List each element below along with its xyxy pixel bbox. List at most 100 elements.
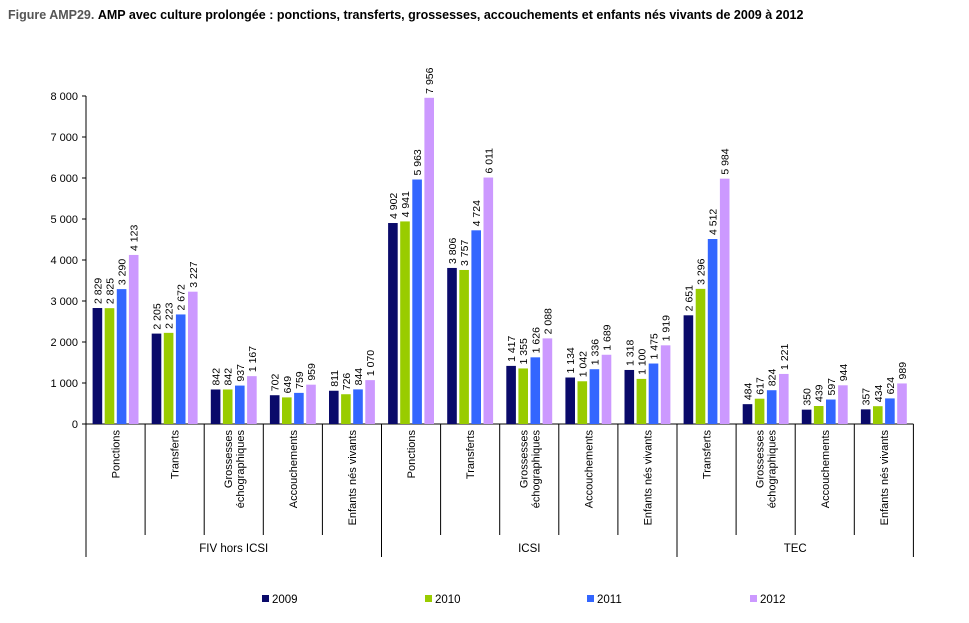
data-label: 3 806 — [447, 238, 459, 264]
category-label: Enfants nés vivants — [879, 430, 891, 526]
data-label: 434 — [873, 385, 885, 403]
data-label: 2 825 — [105, 278, 117, 304]
bar-2012 — [306, 384, 316, 424]
bar-2009 — [151, 333, 162, 424]
data-label: 2 205 — [152, 303, 164, 329]
data-label: 1 919 — [661, 315, 673, 341]
data-label: 1 417 — [506, 335, 518, 361]
data-label: 702 — [270, 374, 282, 392]
group-label: FIV hors ICSI — [199, 543, 268, 555]
bar-2011 — [471, 230, 481, 424]
bar-2010 — [873, 406, 883, 424]
bar-2011 — [530, 357, 541, 424]
data-label: 2 829 — [92, 278, 104, 304]
data-label: 4 512 — [708, 209, 720, 235]
bar-2011 — [294, 392, 304, 424]
bar-2010 — [282, 397, 292, 424]
bar-2012 — [247, 376, 257, 424]
data-label: 4 724 — [471, 200, 483, 226]
data-label: 2 223 — [164, 302, 176, 328]
category-label: Grossesses — [518, 430, 530, 489]
y-tick-label: 7 000 — [50, 132, 78, 144]
category-label: Ponctions — [111, 430, 123, 479]
data-label: 726 — [341, 373, 353, 391]
y-tick-label: 6 000 — [50, 173, 78, 185]
data-label: 1 167 — [247, 346, 259, 372]
bar-2012 — [128, 254, 139, 424]
bar-2012 — [897, 383, 907, 424]
legend-label: 2011 — [597, 594, 622, 606]
bar-2010 — [222, 389, 233, 424]
bar-2009 — [565, 377, 575, 424]
y-tick-label: 1 000 — [50, 378, 78, 390]
bar-2009 — [624, 369, 635, 424]
bar-2011 — [353, 389, 363, 424]
bar-2011 — [826, 399, 836, 424]
bar-2010 — [518, 368, 528, 424]
data-label: 1 475 — [649, 333, 661, 359]
bar-2009 — [683, 315, 694, 424]
data-label: 6 011 — [483, 148, 495, 174]
bar-2009 — [269, 395, 280, 424]
data-label: 1 626 — [530, 327, 542, 353]
y-tick-label: 8 000 — [50, 91, 78, 103]
bar-2011 — [766, 390, 777, 424]
category-label: Transferts — [170, 430, 182, 480]
bar-2012 — [424, 97, 434, 424]
bar-2009 — [447, 267, 457, 424]
group-label: ICSI — [518, 543, 540, 555]
data-label: 624 — [885, 377, 897, 395]
data-label: 2 651 — [683, 285, 695, 311]
bar-2009 — [210, 389, 221, 424]
data-label: 1 355 — [518, 338, 530, 364]
bar-2010 — [577, 381, 588, 424]
data-label: 959 — [306, 363, 318, 381]
data-label: 5 963 — [412, 149, 424, 175]
bar-2009 — [801, 409, 812, 424]
data-label: 4 902 — [388, 193, 400, 219]
bar-2009 — [329, 390, 339, 424]
data-label: 811 — [329, 370, 341, 387]
bar-2011 — [707, 239, 718, 424]
data-label: 842 — [211, 368, 223, 386]
data-label: 3 757 — [459, 240, 471, 266]
bar-2012 — [601, 354, 612, 424]
category-label: échographiques — [530, 430, 542, 509]
group-label: TEC — [784, 543, 807, 555]
data-label: 1 070 — [365, 350, 377, 376]
category-label: Enfants nés vivants — [642, 430, 654, 526]
bar-2012 — [779, 373, 789, 424]
category-label: Accouchements — [820, 430, 832, 509]
data-label: 484 — [743, 382, 755, 400]
bar-2010 — [459, 269, 469, 424]
data-label: 5 984 — [720, 148, 732, 174]
bar-2012 — [660, 345, 671, 424]
bar-2012 — [542, 338, 553, 424]
bar-2011 — [175, 314, 186, 424]
bar-2011 — [116, 289, 127, 424]
legend-label: 2009 — [272, 594, 298, 606]
data-label: 597 — [826, 378, 838, 396]
bar-2011 — [589, 369, 600, 424]
category-label: Transferts — [465, 430, 477, 480]
legend-swatch-2010 — [425, 595, 432, 602]
category-label: échographiques — [235, 430, 247, 509]
bar-2009 — [92, 308, 103, 424]
y-tick-label: 3 000 — [50, 296, 78, 308]
chart-title: Figure AMP29. AMP avec culture prolongée… — [8, 8, 803, 22]
category-label: Transferts — [702, 430, 714, 480]
bar-2011 — [885, 398, 895, 424]
category-label: Grossesses — [223, 430, 235, 489]
bar-2009 — [388, 223, 398, 424]
category-label: Grossesses — [755, 430, 767, 489]
legend-label: 2010 — [435, 594, 461, 606]
y-tick-label: 2 000 — [50, 337, 78, 349]
data-label: 1 689 — [602, 324, 614, 350]
category-label: échographiques — [767, 430, 779, 509]
bar-2010 — [636, 378, 647, 424]
data-label: 844 — [353, 368, 365, 386]
data-label: 649 — [282, 376, 294, 394]
legend-label: 2012 — [760, 594, 786, 606]
bar-2012 — [838, 385, 848, 424]
